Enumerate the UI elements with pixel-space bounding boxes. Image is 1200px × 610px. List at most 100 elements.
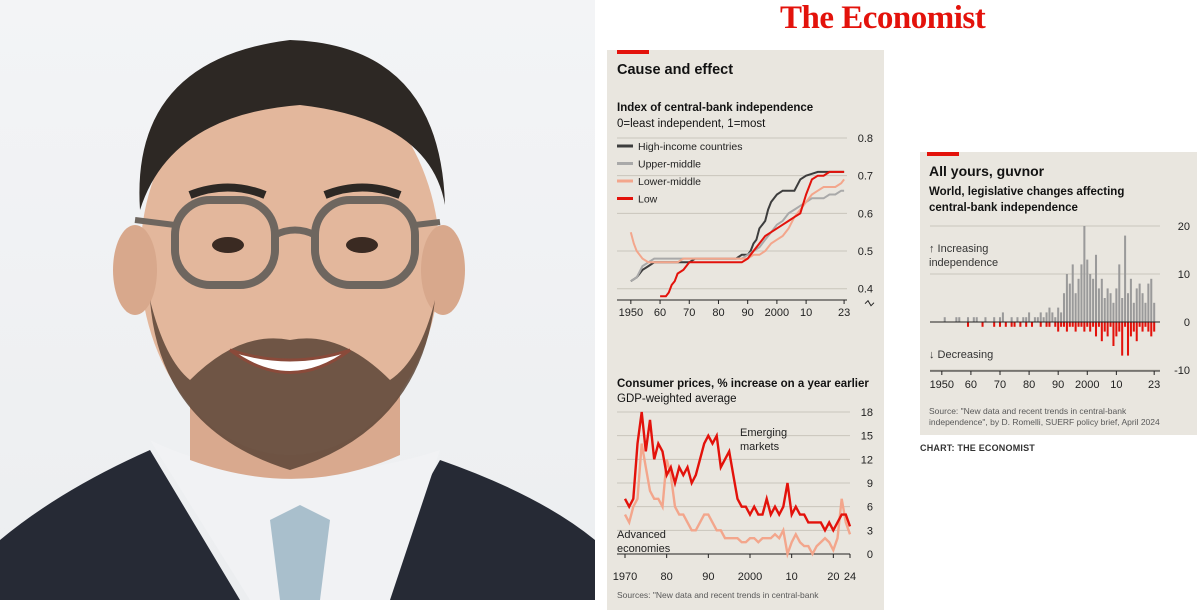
legend-label: Lower-middle — [638, 176, 701, 188]
y-tick-label: 0.7 — [858, 171, 873, 183]
bar-increasing — [1062, 293, 1066, 322]
bar-decreasing — [1126, 322, 1130, 356]
portrait-illustration — [0, 40, 595, 600]
y-tick-label: 0.8 — [858, 133, 873, 145]
bar-increasing — [1074, 293, 1077, 322]
increasing-label-1: ↑ Increasing — [929, 243, 988, 255]
bar-decreasing — [1100, 322, 1103, 342]
bar-increasing — [1132, 302, 1135, 322]
bar-decreasing — [1092, 322, 1095, 327]
bar-increasing — [1001, 312, 1004, 322]
bar-decreasing — [1080, 322, 1083, 327]
bar-increasing — [1083, 226, 1086, 322]
bar-increasing — [993, 317, 996, 322]
chart-source: Sources: "New data and recent trends in … — [617, 590, 819, 600]
bar-decreasing — [1132, 322, 1135, 332]
legend-label: Low — [638, 194, 658, 206]
decreasing-label: ↓ Decreasing — [929, 349, 993, 361]
bar-increasing — [1126, 293, 1130, 322]
bar-decreasing — [1106, 322, 1109, 337]
annotation-advanced-1: Advanced — [617, 529, 666, 541]
x-tick-label: 80 — [1023, 379, 1035, 391]
bar-decreasing — [1060, 322, 1063, 327]
bar-increasing — [1129, 278, 1132, 322]
series-line-emerging-markets — [623, 411, 852, 533]
chart-source-line2: independence", by D. Romelli, SUERF poli… — [929, 417, 1160, 427]
chart1-subtitle: 0=least independent, 1=most — [617, 118, 766, 130]
chart-panel-all-yours-guvnor: All yours, guvnor World, legislative cha… — [920, 152, 1197, 435]
chart2-svg: 0 3 6 9 12 15 18 1970 80 90 2000 10 20 24 Emerging mark… — [613, 407, 873, 583]
x-tick-label: 90 — [1052, 379, 1064, 391]
bar-increasing — [1077, 278, 1080, 322]
bar-decreasing — [1150, 322, 1153, 337]
bar-increasing — [1124, 235, 1127, 322]
x-tick-label: 60 — [654, 307, 666, 319]
annotation-emerging-2: markets — [740, 441, 780, 453]
bar-decreasing — [1112, 322, 1115, 346]
bar-increasing — [1033, 317, 1036, 322]
y-tick-label: 15 — [861, 431, 873, 443]
bar-increasing — [972, 317, 975, 322]
y-tick-label: 10 — [1178, 269, 1190, 281]
bar-decreasing — [1045, 322, 1048, 327]
increasing-label-2: independence — [929, 257, 998, 269]
series-line-advanced-economies — [623, 443, 852, 559]
y-tick-label: 0.4 — [858, 284, 873, 296]
chart2-subtitle: GDP-weighted average — [617, 393, 737, 405]
bar-increasing — [1010, 317, 1013, 322]
bar-increasing — [1042, 317, 1045, 322]
bar-decreasing — [1138, 322, 1141, 327]
portrait-photo — [0, 0, 595, 600]
y-tick-label: 3 — [867, 525, 873, 537]
bar-increasing — [1118, 264, 1121, 322]
bar-decreasing — [1013, 322, 1016, 327]
bar-decreasing — [1030, 322, 1034, 327]
bar-decreasing — [1065, 322, 1068, 332]
x-tick-label: 90 — [702, 571, 714, 583]
bar-increasing — [1141, 293, 1144, 322]
bar-increasing — [1068, 283, 1071, 322]
x-tick-label: 2000 — [1075, 379, 1099, 391]
bar-decreasing — [1062, 322, 1066, 327]
bar-decreasing — [1144, 322, 1147, 327]
bar-increasing — [1060, 312, 1063, 322]
bar-increasing — [1089, 274, 1092, 322]
x-tick-label: 10 — [800, 307, 812, 319]
bar-decreasing — [1109, 322, 1112, 327]
bar-decreasing — [1121, 322, 1124, 356]
bar-decreasing — [1086, 322, 1089, 327]
y-tick-label: 18 — [861, 407, 873, 419]
bar-increasing — [1065, 274, 1068, 322]
x-tick-label: 80 — [712, 307, 724, 319]
bar-increasing — [1071, 264, 1074, 322]
bar-decreasing — [981, 322, 984, 327]
bar-increasing — [1036, 317, 1039, 322]
series-line-high-income-countries — [630, 170, 845, 283]
bar-decreasing — [1118, 322, 1121, 332]
y-tick-label: 0 — [867, 549, 873, 561]
chart-credit: CHART: THE ECONOMIST — [920, 443, 1035, 453]
bar-increasing — [1080, 264, 1083, 322]
y-tick-label: 12 — [861, 454, 873, 466]
bar-decreasing — [1103, 322, 1106, 332]
x-tick-label: 20 — [827, 571, 839, 583]
bar-increasing — [1103, 298, 1106, 322]
bar-increasing — [1100, 278, 1103, 322]
bar-decreasing — [1089, 322, 1092, 332]
chart3-title: World, legislative changes affecting — [929, 186, 1125, 198]
x-tick-label: 70 — [683, 307, 695, 319]
x-tick-label: 2000 — [765, 307, 789, 319]
x-tick-label: 23 — [838, 307, 850, 319]
bar-decreasing — [1019, 322, 1022, 327]
x-tick-label: 1970 — [613, 571, 637, 583]
bar-decreasing — [1054, 322, 1057, 327]
bar-increasing — [955, 317, 958, 322]
axis-break-icon — [864, 299, 875, 307]
x-tick-label: 10 — [1110, 379, 1122, 391]
x-tick-label: 90 — [742, 307, 754, 319]
bar-increasing — [1115, 288, 1118, 322]
bar-increasing — [1097, 288, 1100, 322]
legend-label: High-income countries — [638, 141, 742, 153]
bar-increasing — [1048, 307, 1051, 322]
panel-title: All yours, guvnor — [929, 163, 1045, 179]
